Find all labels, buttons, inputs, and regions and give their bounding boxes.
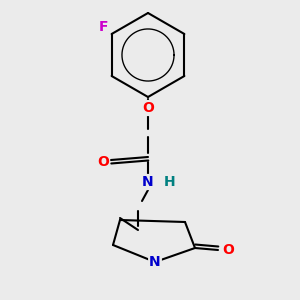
Text: O: O — [222, 243, 234, 257]
Text: N: N — [142, 175, 154, 189]
Text: H: H — [164, 175, 176, 189]
Text: N: N — [149, 255, 161, 269]
Text: O: O — [142, 101, 154, 115]
Text: O: O — [97, 155, 109, 169]
Text: F: F — [98, 20, 108, 34]
